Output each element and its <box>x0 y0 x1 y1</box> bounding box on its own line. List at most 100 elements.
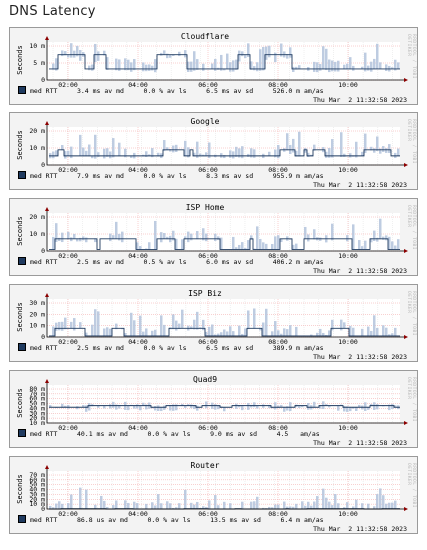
legend-label: med RTT <box>30 344 58 352</box>
rtt-spread-bar <box>145 248 148 250</box>
rtt-spread-bar <box>292 138 295 153</box>
rtt-spread-bar <box>223 407 226 412</box>
legend-am-as: 526.0 m am/as <box>272 87 324 95</box>
rtt-spread-bar <box>301 501 304 509</box>
rtt-spread-bar <box>241 146 244 159</box>
rtt-spread-bar <box>346 63 349 70</box>
rtt-spread-bar <box>235 59 238 70</box>
rtt-spread-bar <box>295 243 298 250</box>
y-tick-label: 50 m <box>29 481 45 489</box>
rrdtool-watermark: RRDTOOL / TOBI OETIKER <box>406 463 416 508</box>
rtt-spread-bar <box>301 405 304 408</box>
rtt-spread-bar <box>268 45 271 58</box>
rtt-spread-bar <box>196 141 199 158</box>
rtt-spread-bar <box>94 43 97 63</box>
rtt-spread-bar <box>232 151 235 159</box>
median-rtt-line <box>49 327 400 337</box>
rtt-spread-bar <box>313 229 316 240</box>
rtt-spread-bar <box>76 406 79 410</box>
rtt-spread-bar <box>382 146 385 152</box>
rtt-spread-bar <box>49 405 52 408</box>
rtt-spread-bar <box>286 54 289 59</box>
rtt-spread-bar <box>313 61 316 72</box>
rtt-spread-bar <box>259 49 262 71</box>
graph-title: Cloudflare <box>180 32 230 41</box>
rtt-spread-bar <box>385 64 388 72</box>
rtt-spread-bar <box>61 321 64 331</box>
y-axis-arrow-icon <box>45 379 49 383</box>
rtt-spread-bar <box>52 151 55 159</box>
rtt-spread-bar <box>184 405 187 408</box>
rtt-spread-bar <box>364 402 367 411</box>
x-tick-label: 02:00 <box>58 424 78 432</box>
rtt-spread-bar <box>361 246 364 250</box>
rtt-spread-bar <box>232 60 235 72</box>
rtt-spread-bar <box>82 147 85 157</box>
rtt-spread-bar <box>316 496 319 509</box>
x-tick-label: 02:00 <box>58 166 78 174</box>
rtt-spread-bar <box>154 405 157 411</box>
x-tick-label: 04:00 <box>128 510 148 518</box>
rtt-spread-bar <box>97 405 100 408</box>
rtt-spread-bar <box>388 502 391 509</box>
rtt-spread-bar <box>217 505 220 509</box>
rtt-spread-bar <box>172 404 175 411</box>
rtt-spread-bar <box>313 501 316 509</box>
rtt-spread-bar <box>226 53 229 70</box>
graph-legend: med RTT 2.5 ms av md 0.0 % av ls 6.5 ms … <box>18 343 324 352</box>
rtt-spread-bar <box>349 153 352 158</box>
rtt-spread-bar <box>268 151 271 156</box>
rtt-spread-bar <box>373 402 376 410</box>
rtt-spread-bar <box>193 152 196 157</box>
rtt-spread-bar <box>247 310 250 330</box>
rtt-spread-bar <box>232 236 235 250</box>
rtt-spread-bar <box>178 503 181 509</box>
rtt-spread-bar <box>160 503 163 509</box>
rtt-spread-bar <box>160 407 163 412</box>
rtt-spread-bar <box>154 329 157 336</box>
rtt-spread-bar <box>337 60 340 72</box>
rtt-spread-bar <box>61 50 64 57</box>
rtt-spread-bar <box>376 136 379 152</box>
rtt-spread-bar <box>280 238 283 243</box>
rtt-spread-bar <box>64 151 67 159</box>
legend-label: med RTT <box>30 258 58 266</box>
rtt-spread-bar <box>253 501 256 509</box>
rtt-spread-bar <box>268 404 271 409</box>
rtt-spread-bar <box>277 330 280 337</box>
rtt-spread-bar <box>373 506 376 509</box>
rtt-spread-bar <box>148 154 151 157</box>
rtt-spread-bar <box>136 242 139 250</box>
legend-avg-loss: 0.0 % av ls <box>143 172 187 180</box>
rtt-spread-bar <box>211 63 214 69</box>
rtt-spread-bar <box>328 330 331 337</box>
rtt-spread-bar <box>292 244 295 250</box>
rtt-spread-bar <box>247 153 250 157</box>
rtt-spread-bar <box>274 321 277 337</box>
rtt-spread-bar <box>274 504 277 509</box>
rtt-spread-bar <box>154 505 157 509</box>
rtt-spread-bar <box>67 503 70 509</box>
rtt-spread-bar <box>304 148 307 153</box>
rtt-spread-bar <box>265 308 268 337</box>
rtt-spread-bar <box>238 148 241 158</box>
rtt-spread-bar <box>157 494 160 509</box>
rtt-spread-bar <box>250 61 253 70</box>
graph-panel-isp-home: 20 m 10 m 0 02:00 04:00 06:00 08:00 10:00 ISP Ho… <box>9 198 418 276</box>
rtt-spread-bar <box>214 58 217 71</box>
axes <box>46 123 406 166</box>
x-tick-label: 08:00 <box>268 166 288 174</box>
rtt-spread-bar <box>364 133 367 153</box>
latency-graph: 20 m 10 m 0 02:00 04:00 06:00 08:00 10:00 <box>29 121 408 174</box>
rtt-spread-bar <box>205 331 208 337</box>
rtt-spread-bar <box>340 132 343 158</box>
rtt-spread-bar <box>58 501 61 509</box>
rtt-spread-bar <box>376 494 379 509</box>
rtt-spread-bar <box>292 66 295 73</box>
rtt-spread-bar <box>115 58 118 71</box>
rtt-spread-bar <box>310 505 313 509</box>
rtt-spread-bar <box>124 500 127 509</box>
rtt-spread-bar <box>67 150 70 156</box>
rtt-spread-bar <box>106 148 109 157</box>
x-tick-label: 08:00 <box>268 338 288 346</box>
